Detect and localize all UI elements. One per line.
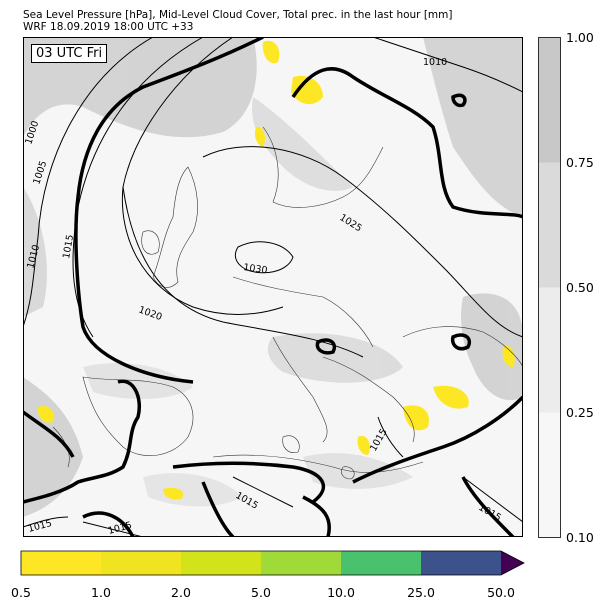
valid-time-label: 03 UTC Fri bbox=[31, 44, 108, 63]
cloud-cb-tick: 0.25 bbox=[566, 405, 594, 420]
isobar-label: 1015 bbox=[61, 234, 76, 260]
precip-cb-tick: 0.5 bbox=[11, 585, 31, 600]
chart-subtitle: WRF 18.09.2019 18:00 UTC +33 bbox=[23, 21, 194, 33]
precipitation-layer bbox=[37, 40, 515, 500]
cloud-cb-segment bbox=[538, 162, 561, 288]
precip-cb-segment bbox=[341, 551, 421, 575]
map-frame bbox=[23, 37, 523, 537]
precip-cb-tick: 2.0 bbox=[171, 585, 191, 600]
precip-cb-tick: 5.0 bbox=[251, 585, 271, 600]
precip-cb-segment bbox=[101, 551, 181, 575]
isobars-thick bbox=[23, 37, 523, 537]
isobars-thin bbox=[23, 37, 523, 537]
cloud-cb-segment bbox=[538, 412, 561, 538]
cloud-cb-tick: 1.00 bbox=[566, 30, 594, 45]
isobar-label: 1030 bbox=[243, 262, 268, 276]
precip-cb-segment bbox=[421, 551, 501, 575]
weather-map: 1010 1000 1005 1010 1015 1025 1030 1020 … bbox=[23, 37, 523, 537]
precip-cb-segment bbox=[261, 551, 341, 575]
cloud-cb-tick: 0.10 bbox=[566, 530, 594, 545]
cloud-cb-tick: 0.50 bbox=[566, 280, 594, 295]
cloud-cb-segment bbox=[538, 287, 561, 413]
precip-cb-tick: 25.0 bbox=[407, 585, 435, 600]
precip-cb-frame bbox=[20, 550, 525, 576]
precip-cb-tick: 1.0 bbox=[91, 585, 111, 600]
isobar-label: 1010 bbox=[423, 57, 447, 68]
precip-cb-segment bbox=[21, 551, 101, 575]
cloud-cover-colorbar bbox=[538, 37, 562, 543]
precip-cb-segment bbox=[181, 551, 261, 575]
precip-cb-extend bbox=[501, 551, 524, 575]
precipitation-colorbar bbox=[20, 550, 526, 584]
cloud-cb-segment bbox=[538, 37, 561, 163]
cloud-cb-tick: 0.75 bbox=[566, 155, 594, 170]
cloud-cb-frame bbox=[538, 37, 561, 538]
precip-cb-tick: 50.0 bbox=[487, 585, 515, 600]
precip-cb-tick: 10.0 bbox=[327, 585, 355, 600]
chart-title: Sea Level Pressure [hPa], Mid-Level Clou… bbox=[23, 9, 453, 21]
